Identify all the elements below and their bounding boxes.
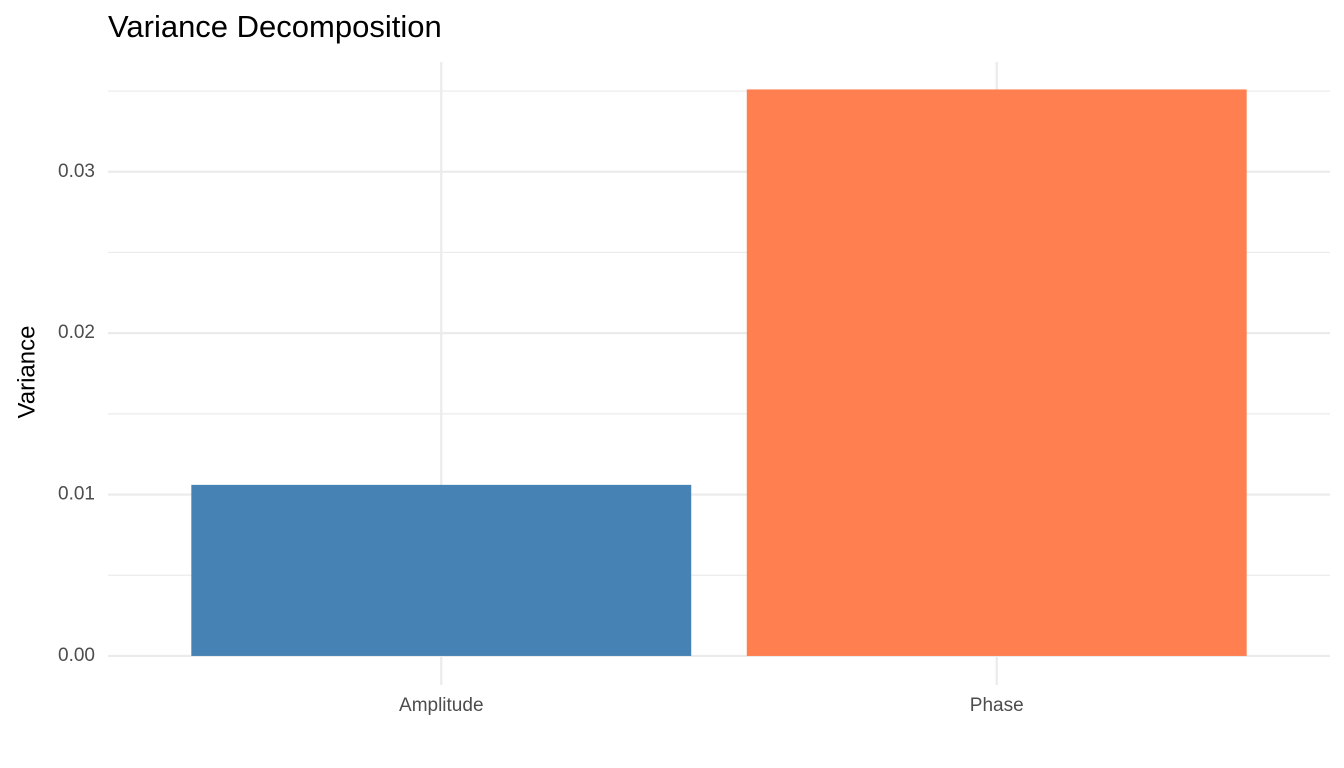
chart-title: Variance Decomposition [108, 9, 442, 44]
y-tick-label: 0.01 [58, 484, 95, 505]
x-tick-label: Phase [970, 695, 1024, 716]
bar [746, 89, 1247, 656]
y-axis-label: Variance [13, 326, 40, 419]
y-tick-label: 0.00 [58, 645, 95, 666]
x-tick-label: Amplitude [399, 695, 484, 716]
y-tick-label: 0.03 [58, 161, 95, 182]
bar [191, 484, 692, 656]
y-tick-label: 0.02 [58, 322, 95, 343]
